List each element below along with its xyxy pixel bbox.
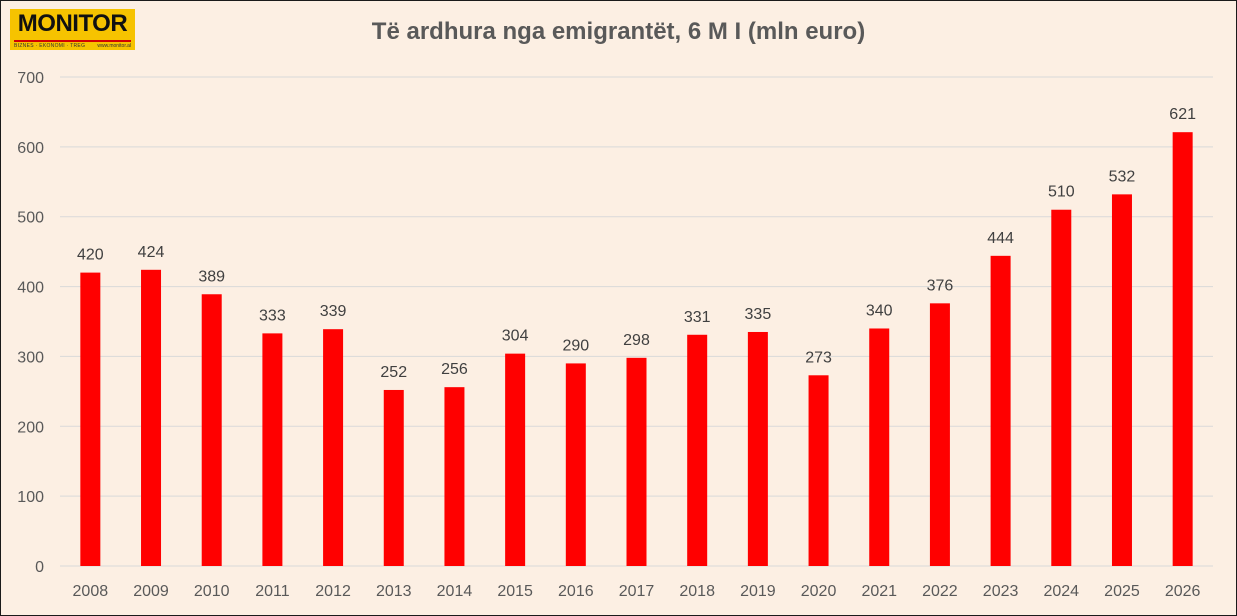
x-tick-label-2021: 2021 bbox=[861, 583, 897, 600]
y-tick-label: 700 bbox=[17, 70, 44, 87]
data-label-2018: 331 bbox=[684, 309, 711, 326]
data-label-2017: 298 bbox=[623, 332, 650, 349]
x-tick-label-2012: 2012 bbox=[315, 583, 351, 600]
bar-2020 bbox=[808, 375, 829, 566]
data-label-2019: 335 bbox=[745, 306, 772, 323]
data-label-2021: 340 bbox=[866, 302, 893, 319]
x-tick-label-2025: 2025 bbox=[1104, 583, 1140, 600]
bar-2009 bbox=[141, 269, 162, 566]
x-tick-label-2010: 2010 bbox=[194, 583, 230, 600]
bar-2025 bbox=[1111, 194, 1132, 567]
bar-2018 bbox=[687, 334, 708, 566]
bar-2008 bbox=[80, 272, 101, 566]
x-tick-label-2015: 2015 bbox=[497, 583, 533, 600]
x-tick-label-2020: 2020 bbox=[801, 583, 837, 600]
x-tick-label-2019: 2019 bbox=[740, 583, 776, 600]
x-tick-label-2016: 2016 bbox=[558, 583, 594, 600]
bar-2015 bbox=[505, 353, 526, 566]
x-tick-label-2009: 2009 bbox=[133, 583, 169, 600]
data-label-2015: 304 bbox=[502, 328, 529, 345]
bar-2010 bbox=[201, 294, 222, 566]
logo-tagline: BIZNES · EKONOMI · TREG bbox=[14, 43, 86, 49]
data-label-2008: 420 bbox=[77, 247, 104, 264]
bars bbox=[80, 132, 1193, 567]
logo-text: MONITOR bbox=[17, 10, 128, 37]
bar-2022 bbox=[929, 303, 950, 566]
x-tick-label-2026: 2026 bbox=[1165, 583, 1201, 600]
bar-2016 bbox=[565, 363, 586, 566]
x-tick-label-2014: 2014 bbox=[437, 583, 473, 600]
monitor-logo: MONITOR BIZNES · EKONOMI · TREG www.moni… bbox=[10, 9, 135, 50]
bar-2014 bbox=[444, 387, 465, 566]
bar-2021 bbox=[869, 328, 890, 566]
y-tick-label: 500 bbox=[17, 210, 44, 227]
x-tick-label-2018: 2018 bbox=[679, 583, 715, 600]
bar-2026 bbox=[1172, 132, 1193, 567]
data-label-2014: 256 bbox=[441, 361, 468, 378]
data-label-2012: 339 bbox=[320, 303, 347, 320]
x-tick-label-2011: 2011 bbox=[255, 583, 290, 600]
data-label-2011: 333 bbox=[259, 307, 286, 324]
y-axis-ticks: 0 100 200 300 400 500 600 700 bbox=[17, 70, 44, 576]
x-tick-label-2024: 2024 bbox=[1043, 583, 1079, 600]
x-tick-label-2022: 2022 bbox=[922, 583, 958, 600]
y-tick-label: 200 bbox=[17, 419, 44, 436]
bar-2013 bbox=[383, 389, 404, 566]
bar-2017 bbox=[626, 357, 647, 566]
bar-2024 bbox=[1051, 209, 1072, 566]
chart-title: Të ardhura nga emigrantët, 6 M I (mln eu… bbox=[371, 18, 866, 45]
data-label-2013: 252 bbox=[380, 364, 407, 381]
data-label-2009: 424 bbox=[138, 244, 165, 261]
data-label-2016: 290 bbox=[562, 337, 589, 354]
x-tick-label-2017: 2017 bbox=[619, 583, 655, 600]
bar-2023 bbox=[990, 255, 1011, 566]
x-tick-label-2023: 2023 bbox=[983, 583, 1019, 600]
y-tick-label: 100 bbox=[17, 489, 44, 506]
logo-rule bbox=[14, 40, 131, 42]
y-tick-label: 300 bbox=[17, 349, 44, 366]
bar-2011 bbox=[262, 333, 283, 566]
data-labels: 420 424 389 333 339 252 256 304 290 298 331 335 273 3… bbox=[77, 106, 1196, 381]
data-label-2020: 273 bbox=[805, 349, 832, 366]
data-label-2022: 376 bbox=[927, 277, 954, 294]
x-axis-ticks: 2008 2009 2010 2011 2012 2013 2014 2015 2016 2017… bbox=[73, 583, 1201, 600]
x-tick-label-2013: 2013 bbox=[376, 583, 412, 600]
logo-url: www.monitor.al bbox=[97, 43, 131, 49]
data-label-2026: 621 bbox=[1169, 106, 1196, 123]
bar-2019 bbox=[747, 331, 768, 566]
bar-2012 bbox=[323, 329, 344, 566]
x-tick-label-2008: 2008 bbox=[73, 583, 109, 600]
data-label-2023: 444 bbox=[987, 230, 1014, 247]
data-label-2025: 532 bbox=[1109, 168, 1136, 185]
data-label-2024: 510 bbox=[1048, 184, 1075, 201]
y-tick-label: 600 bbox=[17, 140, 44, 157]
y-tick-label: 0 bbox=[35, 559, 44, 576]
data-label-2010: 389 bbox=[198, 268, 225, 285]
y-tick-label: 400 bbox=[17, 280, 44, 297]
